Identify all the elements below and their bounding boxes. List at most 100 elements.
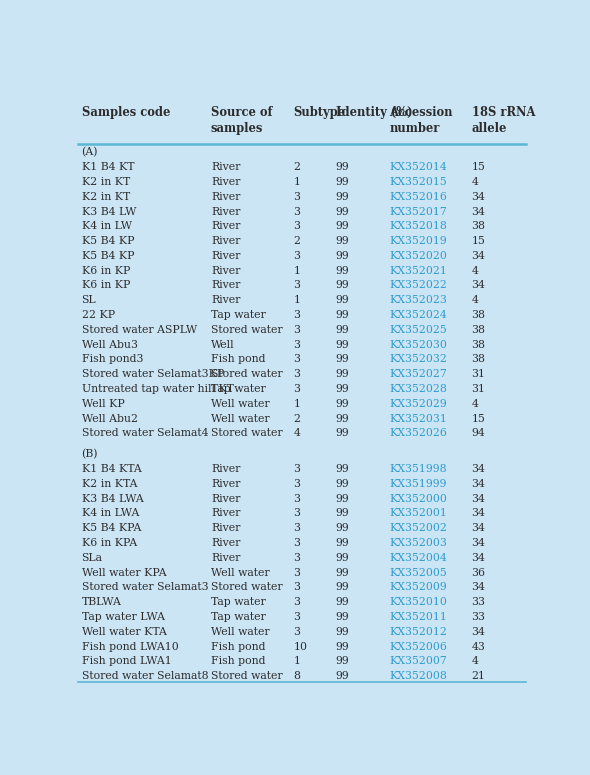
Text: 43: 43 [471,642,486,652]
Text: 3: 3 [293,567,300,577]
Text: KX352014: KX352014 [389,162,447,172]
Text: KX352008: KX352008 [389,671,447,681]
Text: 34: 34 [471,191,486,202]
Text: KX352023: KX352023 [389,295,447,305]
Text: Identity (%): Identity (%) [336,105,412,119]
Text: 1: 1 [293,295,300,305]
Text: 94: 94 [471,429,486,439]
Text: 36: 36 [471,567,486,577]
Text: 3: 3 [293,354,300,364]
Text: Well water: Well water [211,627,270,637]
Text: 34: 34 [471,538,486,548]
Text: KX352009: KX352009 [389,583,447,592]
Text: KX352018: KX352018 [389,222,447,231]
Text: 34: 34 [471,281,486,291]
Text: K1 B4 KTA: K1 B4 KTA [81,464,141,474]
Text: KX352004: KX352004 [389,553,447,563]
Text: K2 in KT: K2 in KT [81,191,130,202]
Text: 15: 15 [471,162,486,172]
Text: 99: 99 [336,222,349,231]
Text: 38: 38 [471,339,486,350]
Text: 34: 34 [471,553,486,563]
Text: 33: 33 [471,598,486,608]
Text: KX352026: KX352026 [389,429,447,439]
Text: Well water KTA: Well water KTA [81,627,166,637]
Text: 99: 99 [336,177,349,187]
Text: KX352006: KX352006 [389,642,447,652]
Text: Source of
samples: Source of samples [211,105,273,135]
Text: 33: 33 [471,612,486,622]
Text: 4: 4 [471,399,478,409]
Text: KX352025: KX352025 [389,325,447,335]
Text: River: River [211,464,240,474]
Text: 99: 99 [336,553,349,563]
Text: KX352021: KX352021 [389,266,447,276]
Text: Accession
number: Accession number [389,105,453,135]
Text: 2: 2 [293,414,300,424]
Text: 34: 34 [471,508,486,518]
Text: Untreated tap water hill KT: Untreated tap water hill KT [81,384,234,394]
Text: 3: 3 [293,479,300,489]
Text: 31: 31 [471,384,486,394]
Text: KX352015: KX352015 [389,177,447,187]
Text: (B): (B) [81,449,98,460]
Text: 99: 99 [336,429,349,439]
Text: KX352020: KX352020 [389,251,447,261]
Text: K3 B4 LWA: K3 B4 LWA [81,494,143,504]
Text: KX352024: KX352024 [389,310,447,320]
Text: 99: 99 [336,538,349,548]
Text: River: River [211,538,240,548]
Text: Stored water: Stored water [211,370,283,379]
Text: Stored water ASPLW: Stored water ASPLW [81,325,196,335]
Text: River: River [211,494,240,504]
Text: 99: 99 [336,508,349,518]
Text: River: River [211,479,240,489]
Text: 4: 4 [293,429,300,439]
Text: Well water: Well water [211,414,270,424]
Text: River: River [211,251,240,261]
Text: 99: 99 [336,281,349,291]
Text: 99: 99 [336,523,349,533]
Text: K6 in KP: K6 in KP [81,281,130,291]
Text: 2: 2 [293,162,300,172]
Text: 99: 99 [336,266,349,276]
Text: 3: 3 [293,508,300,518]
Text: 2: 2 [293,236,300,246]
Text: K2 in KTA: K2 in KTA [81,479,137,489]
Text: KX352017: KX352017 [389,206,447,216]
Text: Subtype: Subtype [293,105,345,119]
Text: Stored water: Stored water [211,429,283,439]
Text: SL: SL [81,295,96,305]
Text: 34: 34 [471,494,486,504]
Text: Stored water: Stored water [211,325,283,335]
Text: 1: 1 [293,266,300,276]
Text: Fish pond: Fish pond [211,642,266,652]
Text: 3: 3 [293,627,300,637]
Text: 34: 34 [471,251,486,261]
Text: 99: 99 [336,479,349,489]
Text: 99: 99 [336,206,349,216]
Text: 3: 3 [293,464,300,474]
Text: KX352027: KX352027 [389,370,447,379]
Text: KX352016: KX352016 [389,191,447,202]
Text: 99: 99 [336,598,349,608]
Text: K2 in KT: K2 in KT [81,177,130,187]
Text: River: River [211,508,240,518]
Text: 34: 34 [471,627,486,637]
Text: K1 B4 KT: K1 B4 KT [81,162,134,172]
Text: 3: 3 [293,370,300,379]
Text: 99: 99 [336,612,349,622]
Text: River: River [211,191,240,202]
Text: KX351998: KX351998 [389,464,447,474]
Text: KX352019: KX352019 [389,236,447,246]
Text: KX352030: KX352030 [389,339,447,350]
Text: Well: Well [211,339,235,350]
Text: KX352007: KX352007 [389,656,447,666]
Text: 99: 99 [336,464,349,474]
Text: 10: 10 [293,642,307,652]
Text: K6 in KPA: K6 in KPA [81,538,137,548]
Text: Tap water LWA: Tap water LWA [81,612,165,622]
Text: 4: 4 [471,295,478,305]
Text: River: River [211,523,240,533]
Text: KX352012: KX352012 [389,627,447,637]
